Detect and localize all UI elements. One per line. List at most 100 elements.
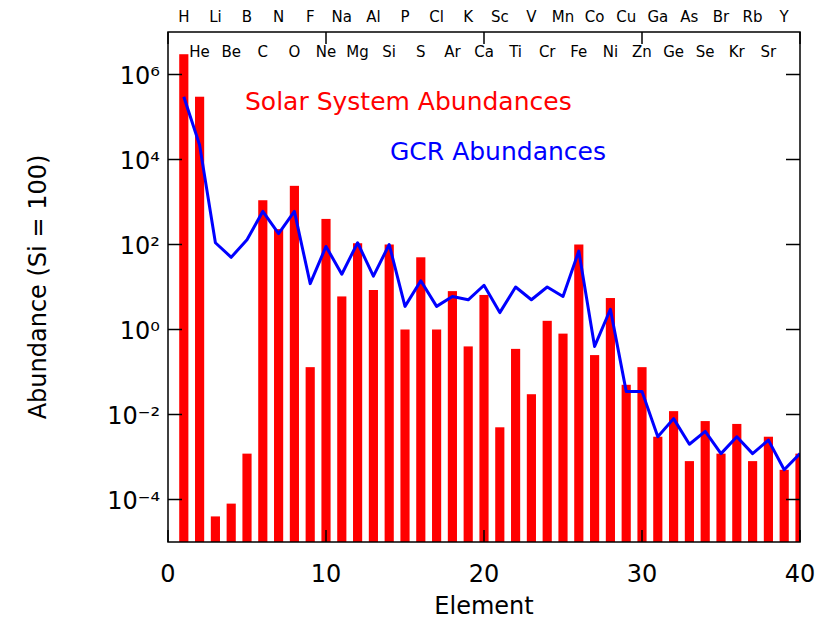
element-symbol: Kr (729, 43, 746, 61)
bar (211, 516, 220, 542)
y-tick (786, 244, 800, 246)
bar (780, 470, 789, 542)
y-tick-label: 10² (120, 232, 160, 260)
x-tick (483, 530, 485, 542)
line (184, 97, 800, 470)
element-symbol: H (178, 8, 189, 26)
element-symbol: Cr (539, 43, 556, 61)
bar (290, 186, 299, 542)
y-tick (168, 329, 182, 331)
element-symbol: Y (779, 8, 790, 26)
element-symbol: Mn (552, 8, 574, 26)
bar (685, 461, 694, 542)
bar (527, 394, 536, 542)
element-symbol: Na (332, 8, 352, 26)
bar (669, 411, 678, 542)
element-symbol: Li (209, 8, 222, 26)
bar (511, 349, 520, 542)
element-symbol: K (463, 8, 474, 26)
element-symbol: He (189, 43, 210, 61)
y-tick-label: 10⁻⁴ (107, 487, 160, 515)
element-symbol: Zn (632, 43, 652, 61)
chart: 01020304010⁶10⁴10²10⁰10⁻²10⁻⁴ElementAbun… (0, 0, 827, 627)
bar (337, 296, 346, 542)
y-tick (786, 74, 800, 76)
bar (242, 454, 251, 542)
element-symbol: P (400, 8, 409, 26)
element-symbol: S (416, 43, 426, 61)
y-tick (786, 329, 800, 331)
bar (479, 295, 488, 542)
bar (369, 290, 378, 542)
element-symbol: C (258, 43, 268, 61)
bar (464, 346, 473, 542)
x-tick (167, 32, 169, 44)
y-tick-label: 10⁰ (120, 317, 160, 345)
element-symbol: Co (585, 8, 605, 26)
element-symbol: O (288, 43, 300, 61)
element-symbol: Ne (316, 43, 336, 61)
element-symbol: Fe (570, 43, 587, 61)
x-tick-label: 30 (627, 560, 658, 588)
bar (701, 421, 710, 542)
legend-entry: Solar System Abundances (245, 87, 572, 116)
y-tick (168, 244, 182, 246)
y-tick (786, 159, 800, 161)
bar (227, 504, 236, 542)
element-symbol: Ni (603, 43, 618, 61)
bar (385, 245, 394, 543)
x-tick (799, 530, 801, 542)
bar (495, 427, 504, 542)
bar (543, 321, 552, 542)
bar (258, 200, 267, 542)
element-symbol: Se (696, 43, 715, 61)
element-symbol: Ga (647, 8, 668, 26)
y-tick-label: 10⁶ (120, 62, 160, 90)
x-tick (325, 530, 327, 542)
bar (590, 355, 599, 542)
element-symbol: Si (382, 43, 396, 61)
element-symbol: Cl (429, 8, 444, 26)
element-symbol: Be (221, 43, 241, 61)
element-symbol: Al (366, 8, 380, 26)
plot-area (179, 54, 800, 542)
element-symbol: Sc (491, 8, 509, 26)
bar (574, 245, 583, 543)
element-symbol: Cu (616, 8, 636, 26)
element-symbol: Ti (508, 43, 522, 61)
element-symbol: Mg (346, 43, 368, 61)
bar (558, 334, 567, 542)
element-symbol: Br (713, 8, 730, 26)
legend-entry: GCR Abundances (390, 137, 606, 166)
x-tick (167, 530, 169, 542)
y-tick (168, 159, 182, 161)
bar (606, 298, 615, 542)
x-tick-label: 0 (160, 560, 175, 588)
bar (306, 367, 315, 542)
y-tick-label: 10⁻² (107, 402, 160, 430)
y-axis-label: Abundance (Si = 100) (24, 155, 52, 420)
y-tick (168, 499, 182, 501)
bar (653, 437, 662, 542)
x-axis-label: Element (434, 592, 533, 620)
bar (764, 437, 773, 542)
y-tick (786, 499, 800, 501)
element-symbol: Ar (444, 43, 461, 61)
y-tick (786, 414, 800, 416)
x-tick (641, 530, 643, 542)
bar (400, 330, 409, 543)
bar (321, 219, 330, 542)
bar (179, 54, 188, 542)
element-symbol: As (680, 8, 698, 26)
y-tick-label: 10⁴ (120, 147, 160, 175)
y-tick (168, 74, 182, 76)
bar (274, 229, 283, 542)
x-tick-label: 20 (469, 560, 500, 588)
element-symbol: V (526, 8, 537, 26)
bar (622, 385, 631, 542)
bar (416, 257, 425, 542)
element-symbol: Ca (474, 43, 494, 61)
element-symbol: B (242, 8, 252, 26)
bar (432, 330, 441, 543)
bar (716, 454, 725, 542)
